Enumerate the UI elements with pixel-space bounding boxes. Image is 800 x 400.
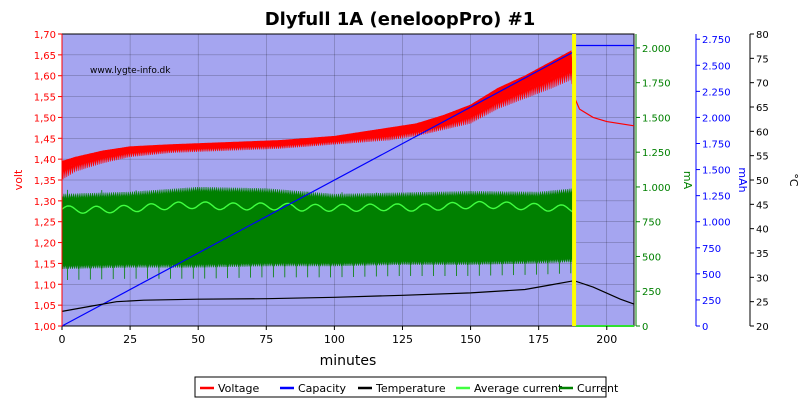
y-tick-label: 1.000	[702, 218, 731, 229]
y-tick-label: 250	[642, 287, 661, 298]
legend-label: Current	[577, 382, 619, 395]
y-tick-label: 1,30	[34, 197, 56, 208]
legend-label: Temperature	[375, 382, 446, 395]
y-tick-label: 1,10	[34, 280, 56, 291]
y-tick-label: 2.000	[642, 44, 671, 55]
y-tick-label: 1,70	[34, 30, 56, 41]
y-tick-label: 1.500	[702, 166, 731, 177]
y-tick-label: 250	[702, 296, 721, 307]
legend-label: Voltage	[218, 382, 259, 395]
x-tick-label: 50	[191, 333, 205, 346]
y-axis-label-ma: mA	[681, 171, 694, 190]
y-tick-label: 1,45	[34, 134, 56, 145]
y-axis-label-mah: mAh	[736, 167, 749, 192]
x-tick-label: 100	[324, 333, 345, 346]
x-tick-label: 175	[528, 333, 549, 346]
y-tick-label: 750	[642, 218, 661, 229]
y-tick-label: 30	[756, 273, 769, 284]
y-tick-label: 2.250	[702, 87, 731, 98]
y-tick-label: 20	[756, 322, 769, 333]
y-tick-label: 500	[702, 270, 721, 281]
y-tick-label: 1,65	[34, 51, 56, 62]
y-tick-label: 2.000	[702, 113, 731, 124]
x-axis: 0 25 50 75 100 125 150 175 200	[59, 326, 617, 346]
y-tick-label: 1,05	[34, 301, 56, 312]
y-tick-label: 1,35	[34, 176, 56, 187]
y-tick-label: 40	[756, 225, 769, 236]
series-temperature	[61, 280, 635, 312]
legend-label: Capacity	[298, 382, 347, 395]
y-tick-label: 1,00	[34, 322, 56, 333]
y-tick-label: 2.750	[702, 35, 731, 46]
y-axis-label-volt: volt	[12, 169, 25, 190]
y-axis-ma: 0 250 500 750 1.000 1.250 1.500 1.750 2.000	[635, 34, 671, 333]
x-tick-label: 200	[596, 333, 617, 346]
y-tick-label: 1,55	[34, 93, 56, 104]
y-tick-label: 60	[756, 127, 769, 138]
y-tick-label: 1.250	[642, 148, 671, 159]
y-axis-label-temp: °C	[787, 173, 800, 187]
legend-box	[194, 376, 607, 398]
chart-title: Dlyfull 1A (eneloopPro) #1	[265, 9, 536, 30]
y-tick-label: 750	[702, 244, 721, 255]
series-voltage-band	[61, 50, 573, 180]
y-tick-label: 70	[756, 79, 769, 90]
y-tick-label: 1.750	[702, 140, 731, 151]
y-tick-label: 1,40	[34, 155, 56, 166]
y-tick-label: 1,50	[34, 113, 56, 124]
y-tick-label: 1.250	[702, 192, 731, 203]
y-axis-temp: 20 25 30 35 40 45 50 55 60 65 70 75 80	[749, 30, 769, 333]
x-tick-label: 150	[460, 333, 481, 346]
series-average-current	[61, 200, 575, 214]
y-tick-label: 45	[756, 200, 769, 211]
x-axis-label: minutes	[320, 353, 377, 369]
y-tick-label: 65	[756, 103, 769, 114]
y-axis-volt: 1,00 1,05 1,10 1,15 1,20 1,25 1,30 1,35 1,40 1,45…	[34, 30, 63, 333]
y-tick-label: 75	[756, 54, 769, 65]
y-tick-label: 0	[702, 322, 708, 333]
y-tick-label: 1,15	[34, 259, 56, 270]
y-tick-label: 1.000	[642, 183, 671, 194]
series-voltage-tail	[573, 96, 635, 127]
y-tick-label: 500	[642, 252, 661, 263]
x-tick-label: 75	[259, 333, 273, 346]
legend: Voltage Capacity Temperature Average curren…	[194, 376, 619, 398]
y-tick-label: 25	[756, 298, 769, 309]
y-axis-mah: 0 250 500 750 1.000 1.250 1.500 1.750 2.000 2.250…	[695, 34, 731, 333]
legend-label: Average current	[474, 382, 563, 395]
y-tick-label: 35	[756, 249, 769, 260]
y-tick-label: 50	[756, 176, 769, 187]
series-current-band	[61, 186, 575, 270]
y-tick-label: 1,25	[34, 218, 56, 229]
series-layer	[61, 34, 635, 327]
y-tick-label: 1,60	[34, 72, 56, 83]
y-tick-label: 2.500	[702, 61, 731, 72]
x-tick-label: 125	[392, 333, 413, 346]
y-tick-label: 80	[756, 30, 769, 41]
y-tick-label: 1,20	[34, 239, 56, 250]
y-tick-label: 1.500	[642, 113, 671, 124]
y-tick-label: 1.750	[642, 79, 671, 90]
y-tick-label: 55	[756, 152, 769, 163]
y-tick-label: 0	[642, 322, 648, 333]
watermark: www.lygte-info.dk	[90, 66, 171, 76]
x-tick-label: 0	[59, 333, 66, 346]
x-tick-label: 25	[123, 333, 137, 346]
